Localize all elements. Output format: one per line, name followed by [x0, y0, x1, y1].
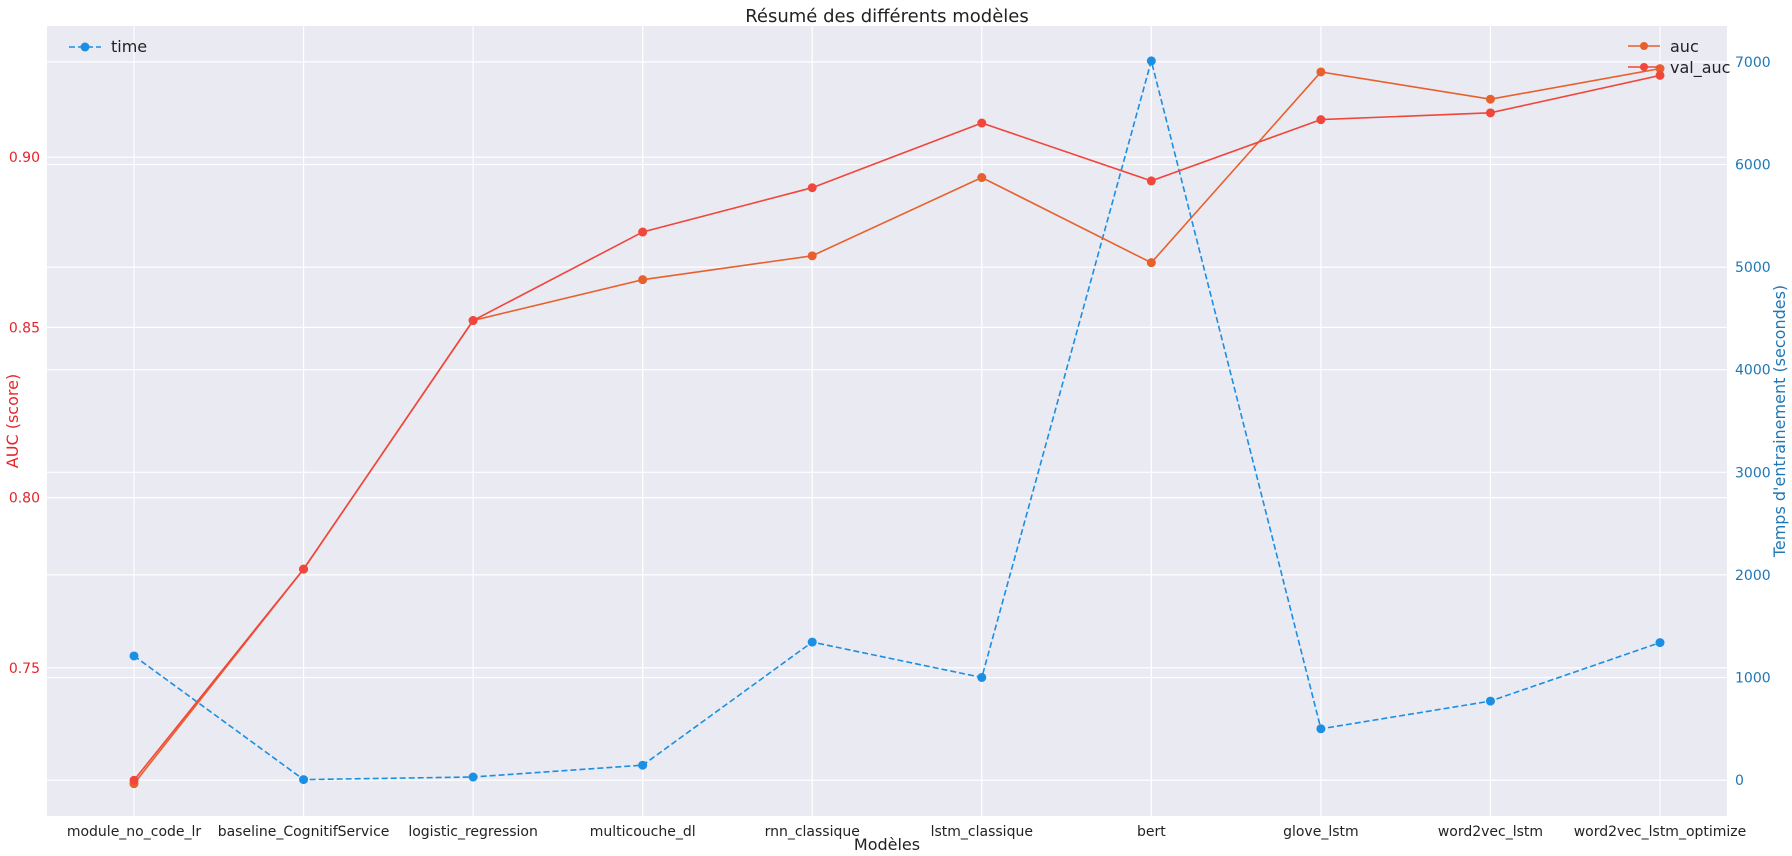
plot-area	[47, 26, 1727, 816]
data-point-auc	[977, 173, 987, 183]
x-tick-label: bert	[1137, 824, 1166, 840]
y-left-tick-label: 0.80	[9, 491, 40, 507]
data-point-time	[1146, 56, 1156, 66]
data-point-time	[468, 772, 478, 782]
data-point-auc	[638, 275, 648, 285]
series-layer	[129, 56, 1665, 789]
data-point-time	[807, 637, 817, 647]
left-axis-title: AUC (score)	[3, 374, 22, 468]
y-left-tick-label: 0.75	[9, 661, 40, 677]
y-right-tick-label: 0	[1735, 773, 1744, 789]
x-tick-label: word2vec_lstm_optimize	[1574, 824, 1747, 840]
data-point-time	[1485, 696, 1495, 706]
x-tick-label: baseline_CognitifService	[218, 824, 390, 840]
data-point-time	[299, 775, 309, 785]
data-point-val-auc	[1146, 176, 1156, 186]
data-point-auc	[807, 251, 817, 261]
legend-auc: auc val_auc	[1628, 37, 1730, 78]
x-tick-label: rnn_classique	[765, 824, 860, 840]
data-point-time	[638, 760, 648, 770]
data-point-val-auc	[1655, 70, 1665, 80]
y-right-tick-label: 2000	[1735, 568, 1771, 584]
data-point-val-auc	[807, 183, 817, 193]
grid	[47, 26, 1727, 816]
data-point-auc	[1316, 67, 1326, 77]
data-point-time	[129, 651, 139, 661]
data-point-val-auc	[1485, 108, 1495, 118]
legend-auc-marker	[1640, 42, 1648, 50]
legend-val-auc-marker	[1640, 63, 1648, 71]
x-tick-label: word2vec_lstm	[1438, 824, 1543, 840]
data-point-time	[1316, 724, 1326, 734]
data-point-val-auc	[638, 227, 648, 237]
y-left-tick-label: 0.85	[9, 320, 40, 336]
x-axis-title: Modèles	[854, 835, 920, 854]
series-line-val-auc	[133, 74, 1661, 781]
legend-time-label: time	[111, 37, 147, 56]
y-right-tick-label: 3000	[1735, 465, 1771, 481]
legend-val-auc-label: val_auc	[1670, 58, 1730, 78]
x-tick-label: lstm_classique	[931, 824, 1033, 840]
x-tick-label: multicouche_dl	[590, 824, 696, 840]
data-point-time	[1655, 638, 1665, 648]
data-point-auc	[1485, 94, 1495, 104]
x-tick-label: logistic_regression	[408, 824, 538, 840]
data-point-val-auc	[1316, 115, 1326, 125]
data-point-val-auc	[977, 118, 987, 128]
data-point-time	[977, 672, 987, 682]
y-right-tick-label: 5000	[1735, 260, 1771, 276]
y-right-tick-label: 6000	[1735, 158, 1771, 174]
y-right-tick-label: 4000	[1735, 363, 1771, 379]
chart-title: Résumé des différents modèles	[745, 6, 1029, 27]
x-tick-label: glove_lstm	[1283, 824, 1359, 840]
legend-time: time	[69, 37, 147, 56]
legend-time-marker	[80, 42, 90, 52]
y-left-tick-label: 0.90	[9, 150, 40, 166]
right-axis-title: Temps d'entrainement (secondes)	[1770, 285, 1789, 558]
legend-auc-label: auc	[1670, 37, 1699, 56]
data-point-auc	[1146, 258, 1156, 268]
data-point-val-auc	[468, 316, 478, 326]
ticks-layer: module_no_code_lr baseline_CognitifServic…	[9, 55, 1771, 840]
data-point-val-auc	[129, 775, 139, 785]
y-right-tick-label: 1000	[1735, 670, 1771, 686]
x-tick-label: module_no_code_lr	[67, 824, 202, 840]
data-point-val-auc	[299, 564, 309, 574]
y-right-tick-label: 7000	[1735, 55, 1771, 71]
